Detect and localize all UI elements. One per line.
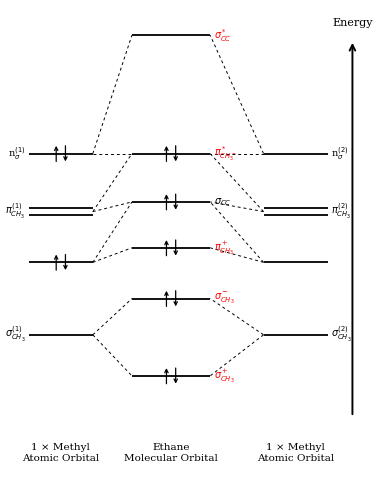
Text: $\sigma_{CH_3}^{(1)}$: $\sigma_{CH_3}^{(1)}$ [5, 325, 25, 345]
Text: $\pi^*_{CH_3^-}$: $\pi^*_{CH_3^-}$ [214, 144, 237, 163]
Text: $\sigma^*_{CC}$: $\sigma^*_{CC}$ [214, 27, 231, 44]
Text: 1 × Methyl
Atomic Orbital: 1 × Methyl Atomic Orbital [22, 443, 99, 463]
Text: Energy: Energy [332, 18, 373, 28]
Text: n$_\sigma^{(1)}$: n$_\sigma^{(1)}$ [8, 145, 25, 162]
Text: 1 × Methyl
Atomic Orbital: 1 × Methyl Atomic Orbital [257, 443, 334, 463]
Text: $\pi^+_{CH_3}$: $\pi^+_{CH_3}$ [214, 239, 234, 257]
Text: $\pi_{CH_3}^{(1)}$: $\pi_{CH_3}^{(1)}$ [5, 202, 25, 221]
Text: $\sigma_{CH_3}^{(2)}$: $\sigma_{CH_3}^{(2)}$ [331, 325, 352, 345]
Text: $\sigma_{CC}$: $\sigma_{CC}$ [214, 196, 231, 208]
Text: $\pi_{CH_3}^{(2)}$: $\pi_{CH_3}^{(2)}$ [331, 202, 352, 221]
Text: Ethane
Molecular Orbital: Ethane Molecular Orbital [124, 443, 218, 463]
Text: $\sigma^-_{CH_3}$: $\sigma^-_{CH_3}$ [214, 291, 234, 306]
Text: n$_\sigma^{(2)}$: n$_\sigma^{(2)}$ [331, 145, 349, 162]
Text: $\sigma^+_{CH_3}$: $\sigma^+_{CH_3}$ [214, 367, 234, 384]
